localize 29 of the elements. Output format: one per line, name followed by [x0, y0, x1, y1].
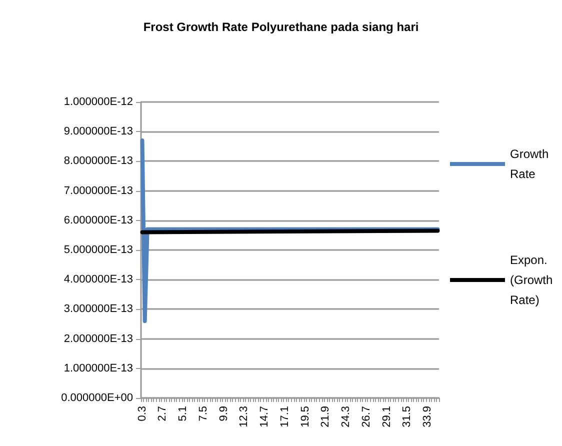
y-tick-label: 1.000000E-13 — [64, 362, 133, 374]
x-tick-label: 31.5 — [401, 406, 414, 428]
y-tick-label: 8.000000E-13 — [64, 155, 133, 168]
x-tick-label: 29.1 — [380, 406, 393, 428]
legend-label: Expon. (Growth Rate) — [510, 253, 556, 307]
x-tick-label: 33.9 — [422, 406, 434, 428]
x-tick-label: 21.9 — [320, 406, 332, 428]
y-tick-label: 7.000000E-13 — [64, 184, 133, 197]
x-tick-label: 9.9 — [218, 406, 230, 422]
x-tick-label: 7.5 — [197, 406, 210, 422]
x-tick-label: 24.3 — [340, 406, 352, 428]
x-tick-label: 14.7 — [258, 406, 271, 428]
y-tick-label: 9.000000E-13 — [64, 126, 133, 138]
y-tick-label: 6.000000E-13 — [64, 214, 133, 226]
x-tick-label: 2.7 — [156, 406, 169, 422]
y-tick-label: 2.000000E-13 — [64, 332, 133, 345]
chart-title: Frost Growth Rate Polyurethane pada siang hari — [143, 20, 419, 34]
y-tick-label: 1.000000E-12 — [64, 96, 133, 108]
x-tick-label: 12.3 — [238, 406, 250, 428]
x-tick-label: 19.5 — [299, 406, 312, 428]
y-tick-label: 3.000000E-13 — [64, 303, 133, 316]
x-tick-label: 26.7 — [360, 406, 372, 428]
y-tick-label: 5.000000E-13 — [64, 244, 133, 256]
y-tick-label: 0.000000E+00 — [61, 392, 133, 404]
y-tick-label: 4.000000E-13 — [64, 274, 133, 286]
legend-label: Growth Rate — [510, 147, 552, 181]
x-tick-label: 5.1 — [177, 406, 190, 422]
x-tick-label: 0.3 — [136, 406, 148, 422]
x-tick-label: 17.1 — [278, 406, 291, 428]
